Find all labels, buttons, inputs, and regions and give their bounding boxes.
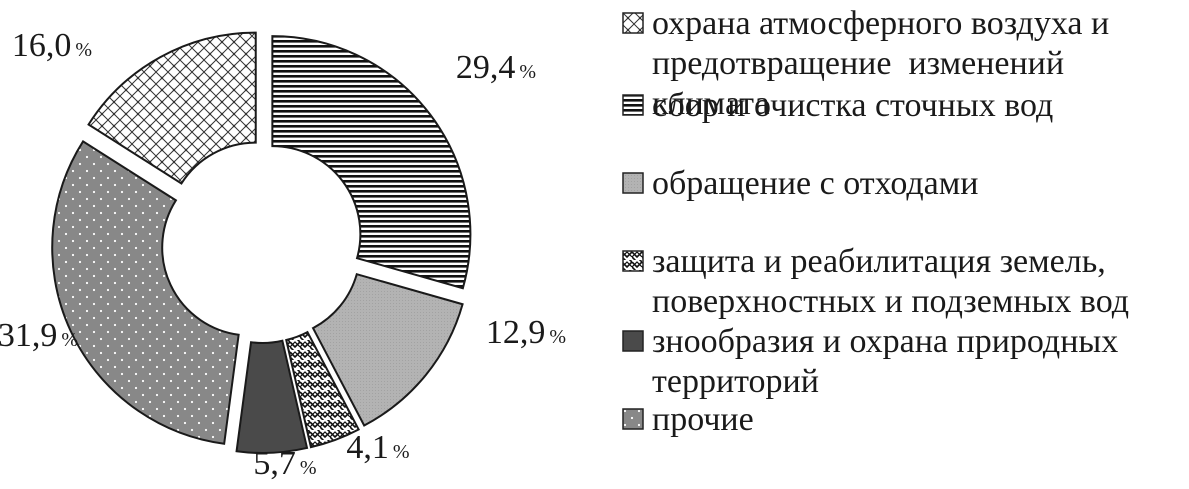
legend-item-wastewater: сбор и очистка сточных вод: [622, 86, 1182, 126]
legend-label-wastewater: сбор и очистка сточных вод: [652, 87, 1054, 124]
legend-item-land: защита и реабилитация земель, поверхност…: [622, 242, 1182, 322]
legend-label-land: защита и реабилитация земель, поверхност…: [652, 243, 1130, 320]
legend-label-air: охрана атмосферного воздуха и предотвращ…: [652, 5, 1110, 122]
slice-land-value-label: 4,1%: [346, 429, 409, 466]
slice-biodiversity-value-label: 5,7%: [253, 445, 316, 482]
legend-item-air: охрана атмосферного воздуха и предотвращ…: [622, 4, 1182, 124]
slice-air: [87, 31, 257, 185]
slice-wastewater: [271, 35, 472, 290]
slice-air-value-label: 16,0%: [12, 27, 92, 64]
slice-wastewater-value-label: 29,4%: [456, 49, 536, 86]
legend-item-waste: обращение с отходами: [622, 164, 1182, 204]
legend-swatch-dots-icon: [622, 408, 644, 430]
legend-item-biodiversity: знообразия и охрана природных территорий: [622, 322, 1182, 402]
legend-item-other: прочие: [622, 400, 1182, 440]
legend-label-other: прочие: [652, 401, 754, 438]
slice-waste-value-label: 12,9%: [486, 314, 566, 351]
legend-swatch-zigzag-icon: [622, 250, 644, 272]
donut-chart-svg: 29,4 % 12,9 % 4,1 % 5,7 % 31,9 % 16,0%: [0, 27, 566, 482]
donut-chart: 29,4% 12,9% 4,1% 5,7% 31,9% 16,0%: [0, 27, 566, 482]
legend-label-biodiversity: знообразия и охрана природных территорий: [652, 323, 1119, 400]
legend-swatch-hlines-icon: [622, 94, 644, 116]
legend-label-waste: обращение с отходами: [652, 165, 979, 202]
legend-swatch-dark-icon: [622, 330, 644, 352]
legend-swatch-lattice-icon: [622, 12, 644, 34]
slice-other: [51, 140, 240, 445]
slice-waste: [311, 272, 464, 427]
legend-swatch-gray-icon: [622, 172, 644, 194]
slice-land: [285, 330, 360, 449]
slice-other-value-label: 31,9%: [0, 317, 78, 354]
slice-biodiversity: [235, 339, 309, 454]
